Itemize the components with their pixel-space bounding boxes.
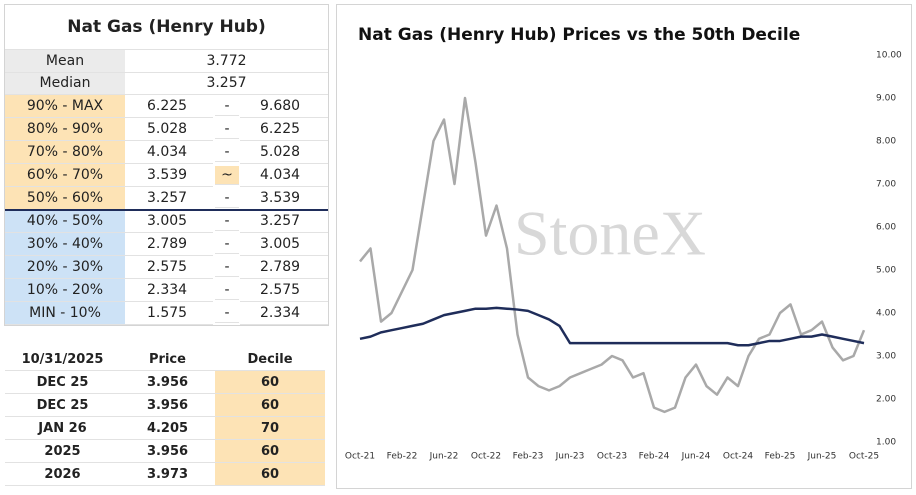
quote-header: Price (120, 348, 215, 371)
quote-cell: 60 (215, 440, 325, 463)
decile-low: 3.539 (125, 164, 213, 187)
decile-sep: - (215, 258, 239, 277)
y-tick-label: 5.00 (876, 266, 896, 276)
decile-high: 2.789 (240, 256, 328, 279)
decile-low: 3.257 (125, 187, 213, 210)
quote-cell: DEC 25 (5, 371, 120, 394)
decile-low: 2.334 (125, 279, 213, 302)
y-tick-label: 2.00 (876, 395, 896, 405)
decile-high: 5.028 (240, 141, 328, 164)
decile-label: 80% - 90% (5, 118, 125, 141)
median-divider (5, 209, 328, 211)
decile-sep: - (215, 281, 239, 300)
decile-high: 9.680 (240, 95, 328, 118)
y-tick-label: 1.00 (876, 438, 896, 448)
decile-label: 20% - 30% (5, 256, 125, 279)
decile-label: 60% - 70% (5, 164, 125, 187)
decile-sep: - (215, 235, 239, 254)
x-tick-label: Oct-23 (597, 452, 627, 462)
x-tick-label: Feb-22 (387, 452, 418, 462)
x-tick-label: Feb-25 (765, 452, 796, 462)
x-tick-label: Oct-21 (345, 452, 375, 462)
series-line (359, 306, 865, 347)
watermark: StoneX (514, 198, 706, 269)
x-tick-label: Jun-23 (555, 452, 585, 462)
decile-label: 90% - MAX (5, 95, 125, 118)
decile-low: 2.789 (125, 233, 213, 256)
x-tick-label: Oct-22 (471, 452, 501, 462)
decile-sep: ~ (215, 166, 239, 185)
quote-header: 10/31/2025 (5, 348, 120, 371)
summary-label: Mean (5, 50, 125, 73)
decile-low: 3.005 (125, 210, 213, 233)
x-tick-label: Oct-25 (849, 452, 879, 462)
stats-panel (4, 4, 329, 326)
chart-panel (336, 4, 912, 489)
decile-label: 70% - 80% (5, 141, 125, 164)
quote-cell: 3.973 (120, 463, 215, 486)
quote-cell: 3.956 (120, 371, 215, 394)
decile-low: 5.028 (125, 118, 213, 141)
decile-high: 3.257 (240, 210, 328, 233)
chart-title: Nat Gas (Henry Hub) Prices vs the 50th D… (358, 25, 800, 45)
y-tick-label: 8.00 (876, 137, 896, 147)
decile-low: 1.575 (125, 302, 213, 325)
y-tick-label: 6.00 (876, 223, 896, 233)
y-tick-label: 3.00 (876, 352, 896, 362)
decile-sep: - (215, 304, 239, 323)
quote-cell: 3.956 (120, 394, 215, 417)
stats-title: Nat Gas (Henry Hub) (5, 5, 328, 50)
y-tick-label: 10.00 (876, 51, 902, 61)
summary-value: 3.772 (125, 50, 328, 73)
decile-sep: - (215, 143, 239, 162)
decile-high: 6.225 (240, 118, 328, 141)
decile-label: 10% - 20% (5, 279, 125, 302)
x-tick-label: Oct-24 (723, 452, 754, 462)
x-tick-label: Jun-22 (429, 452, 459, 462)
quote-cell: 2025 (5, 440, 120, 463)
decile-sep: - (215, 120, 239, 139)
summary-label: Median (5, 72, 125, 95)
quote-cell: 3.956 (120, 440, 215, 463)
decile-label: 30% - 40% (5, 233, 125, 256)
quote-cell: 60 (215, 371, 325, 394)
decile-high: 2.334 (240, 302, 328, 325)
y-tick-label: 9.00 (876, 94, 896, 104)
quote-cell: 60 (215, 463, 325, 486)
decile-low: 2.575 (125, 256, 213, 279)
quote-cell: 2026 (5, 463, 120, 486)
quote-cell: DEC 25 (5, 394, 120, 417)
x-tick-label: Feb-24 (639, 452, 670, 462)
summary-value: 3.257 (125, 72, 328, 95)
x-tick-label: Jun-25 (807, 452, 837, 462)
quote-cell: 4.205 (120, 417, 215, 440)
y-tick-label: 7.00 (876, 180, 896, 190)
quote-cell: 70 (215, 417, 325, 440)
quote-cell: JAN 26 (5, 417, 120, 440)
decile-label: MIN - 10% (5, 302, 125, 325)
decile-high: 4.034 (240, 164, 328, 187)
quote-header: Decile (215, 348, 325, 371)
decile-label: 40% - 50% (5, 210, 125, 233)
quote-cell: 60 (215, 394, 325, 417)
decile-low: 4.034 (125, 141, 213, 164)
decile-low: 6.225 (125, 95, 213, 118)
decile-high: 3.539 (240, 187, 328, 210)
decile-label: 50% - 60% (5, 187, 125, 210)
decile-high: 3.005 (240, 233, 328, 256)
decile-sep: - (215, 189, 239, 208)
x-tick-label: Jun-24 (681, 452, 711, 462)
decile-sep: - (215, 212, 239, 231)
x-tick-label: Feb-23 (513, 452, 544, 462)
decile-high: 2.575 (240, 279, 328, 302)
series-line (359, 96, 866, 414)
y-tick-label: 4.00 (876, 309, 896, 319)
decile-sep: - (215, 97, 239, 116)
